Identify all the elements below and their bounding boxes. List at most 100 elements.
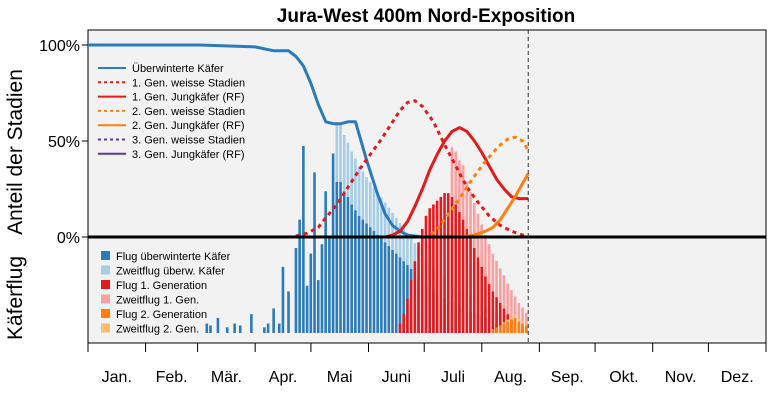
gen1-bar [417, 242, 420, 333]
y-tick-label-50: 50% [48, 134, 80, 151]
gen1_second-bar [517, 302, 521, 326]
overwintered_second-bar [361, 171, 365, 220]
gen2_second-bar [524, 324, 528, 326]
gen1-bar [450, 196, 454, 333]
overwintered-bar [233, 323, 236, 333]
gen1_second-bar [472, 202, 476, 248]
overwintered-bar [365, 223, 368, 333]
gen1-bar [413, 261, 417, 333]
gen2-bar [495, 327, 498, 333]
flight-legend-swatch-3 [101, 294, 110, 304]
gen1-bar [398, 323, 402, 333]
gen1-bar [439, 196, 443, 333]
legend-lower: Flug überwinterte Käfer Zweitflug überw. … [101, 251, 231, 336]
overwintered_second-bar [346, 142, 350, 197]
x-tick-label-10: Nov. [665, 369, 697, 386]
gen2-bar [506, 321, 510, 333]
overwintered-bar [380, 238, 383, 333]
gen1-bar [487, 283, 491, 333]
x-axis: Jan. Feb. Mär. Apr. Mai Juni Juli Aug. Sep. Okt. N… [82, 44, 767, 386]
gen1-bar [443, 193, 446, 333]
gen1_second-bar [465, 181, 469, 230]
gen2-bar [521, 323, 524, 333]
overwintered-bar [339, 181, 342, 333]
x-tick-label-4: Mai [327, 369, 353, 386]
gen2_second-bar [506, 319, 510, 322]
overwintered-bar [357, 215, 361, 333]
overwintered-bar [331, 153, 335, 333]
gen1-bar [428, 208, 431, 333]
gen2-bar [524, 325, 528, 333]
gen1_second-bar [521, 307, 524, 328]
overwintered-bar [313, 172, 316, 333]
x-tick-label-9: Okt. [609, 369, 638, 386]
gen2-bar [498, 325, 502, 333]
flight-legend-label-1: Zweitflug überw. Käfer [116, 266, 225, 278]
overwintered_second-bar [409, 238, 413, 269]
overwintered_second-bar [391, 212, 394, 250]
legend-label-1: 1. Gen. weisse Stadien [132, 77, 245, 89]
x-tick-label-2: Mär. [211, 369, 242, 386]
overwintered-bar [391, 249, 394, 333]
overwintered-bar [406, 264, 409, 333]
x-tick-label-5: Juni [382, 369, 411, 386]
overwintered-bar [376, 234, 379, 333]
overwintered_second-bar [342, 135, 346, 192]
overwintered_second-bar [413, 243, 417, 273]
y-tick-label-0: 0% [57, 230, 80, 247]
flight-legend-label-5: Zweitflug 2. Gen. [116, 324, 199, 336]
overwintered-bar [225, 327, 229, 333]
series-line-2 [88, 126, 529, 239]
overwintered-bar [298, 219, 301, 333]
gen1_second-bar [513, 296, 517, 322]
series-line-0 [88, 43, 423, 239]
gen1_second-bar [524, 312, 528, 330]
gen2_second-bar [521, 321, 524, 324]
overwintered-bar [402, 261, 405, 333]
overwintered-bar [368, 227, 372, 333]
overwintered_second-bar [365, 177, 368, 224]
overwintered_second-bar [402, 228, 405, 262]
overwintered_second-bar [383, 202, 387, 243]
overwintered-bar [287, 291, 290, 333]
gen1_second-bar [502, 275, 506, 309]
gen2_second-bar [517, 319, 521, 322]
gen2-bar [510, 319, 513, 333]
overwintered-bar [216, 317, 220, 333]
gen1-bar [502, 308, 506, 333]
overwintered-bar [263, 327, 266, 333]
overwintered_second-bar [368, 182, 372, 228]
flight-legend-label-4: Flug 2. Generation [116, 309, 207, 321]
x-tick-label-11: Dez. [721, 369, 754, 386]
x-tick-label-0: Jan. [102, 369, 132, 386]
overwintered_second-bar [372, 187, 376, 231]
flight-legend-label-0: Flug überwinterte Käfer [116, 251, 231, 263]
gen1-bar [420, 229, 424, 333]
gen1-bar [469, 238, 472, 333]
gen1-bar [480, 266, 483, 333]
gen1-bar [484, 276, 487, 333]
chart-title: Jura-West 400m Nord-Exposition [277, 6, 575, 27]
gen2-bar [517, 321, 521, 333]
overwintered-bar [277, 323, 281, 333]
gen2-bar [502, 323, 506, 333]
overwintered-bar [350, 204, 353, 333]
overwintered-bar [361, 219, 365, 333]
gen1-bar [476, 257, 480, 333]
gen1_second-bar [491, 253, 495, 292]
overwintered-bar [354, 210, 357, 333]
gen1_second-bar [487, 244, 491, 284]
overwintered-bar [250, 314, 253, 333]
gen1-bar [461, 219, 465, 333]
overwintered-bar [398, 257, 402, 333]
overwintered-bar [305, 285, 309, 333]
y-axis-label-upper: Anteil der Stadien [4, 69, 27, 235]
gen1_second-bar [510, 290, 513, 318]
overwintered_second-bar [376, 192, 379, 235]
overwintered-bar [320, 244, 324, 333]
overwintered_second-bar [406, 233, 409, 265]
x-tick-label-3: Apr. [269, 369, 297, 386]
gen1-bar [409, 280, 413, 333]
gen1_second-bar [498, 268, 502, 303]
